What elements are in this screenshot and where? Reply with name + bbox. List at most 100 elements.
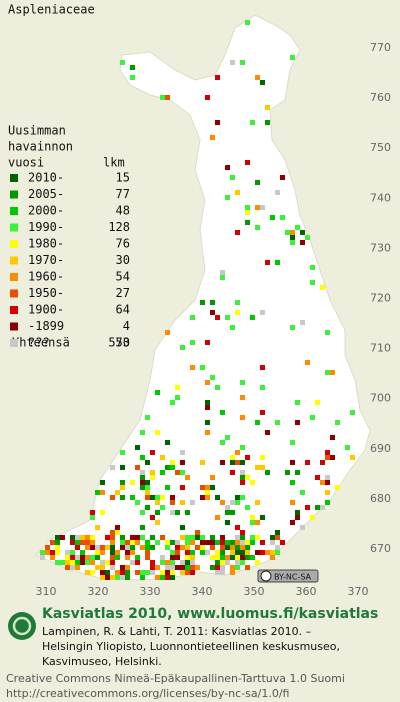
observation-cell [255, 560, 260, 565]
observation-cell [230, 325, 235, 330]
observation-cell [290, 500, 295, 505]
observation-cell [300, 490, 305, 495]
observation-cell [210, 540, 215, 545]
observation-cell [100, 490, 105, 495]
observation-cell [230, 540, 235, 545]
legend-swatch [10, 322, 18, 331]
observation-cell [275, 260, 280, 265]
legend-label: 1990- [28, 220, 64, 234]
observation-cell [195, 535, 200, 540]
observation-cell [235, 495, 240, 500]
observation-cell [75, 555, 80, 560]
y-coordinate-label: 680 [370, 492, 391, 505]
x-coordinate-label: 320 [88, 585, 109, 598]
observation-cell [335, 485, 340, 490]
observation-cell [50, 540, 55, 545]
observation-cell [225, 195, 230, 200]
observation-cell [165, 440, 170, 445]
observation-cell [290, 520, 295, 525]
observation-cell [325, 330, 330, 335]
observation-cell [225, 545, 230, 550]
observation-cell [215, 120, 220, 125]
observation-cell [200, 365, 205, 370]
observation-cell [180, 460, 185, 465]
observation-cell [220, 545, 225, 550]
observation-cell [75, 535, 80, 540]
observation-cell [175, 540, 180, 545]
observation-cell [230, 555, 235, 560]
observation-cell [260, 205, 265, 210]
observation-cell [150, 515, 155, 520]
observation-cell [95, 490, 100, 495]
y-coordinate-label: 740 [370, 191, 391, 204]
observation-cell [155, 495, 160, 500]
observation-cell [325, 450, 330, 455]
observation-cell [190, 570, 195, 575]
observation-cell [240, 555, 245, 560]
observation-cell [90, 535, 95, 540]
legend-count: 4 [123, 319, 130, 333]
observation-cell [140, 575, 145, 580]
observation-cell [325, 370, 330, 375]
observation-cell [185, 565, 190, 570]
observation-cell [245, 550, 250, 555]
y-coordinate-label: 690 [370, 442, 391, 455]
y-coordinate-label: 710 [370, 342, 391, 355]
observation-cell [250, 315, 255, 320]
observation-cell [255, 520, 260, 525]
observation-cell [170, 560, 175, 565]
observation-cell [80, 535, 85, 540]
observation-cell [140, 430, 145, 435]
observation-cell [105, 575, 110, 580]
observation-cell [165, 540, 170, 545]
observation-cell [290, 460, 295, 465]
observation-cell [215, 550, 220, 555]
observation-cell [175, 565, 180, 570]
observation-cell [120, 575, 125, 580]
legend-swatch [10, 240, 18, 248]
observation-cell [295, 420, 300, 425]
observation-cell [325, 475, 330, 480]
observation-cell [170, 510, 175, 515]
observation-cell [65, 565, 70, 570]
legend-label: -1899 [28, 319, 64, 333]
y-coordinate-label: 700 [370, 392, 391, 405]
observation-cell [275, 420, 280, 425]
observation-cell [150, 535, 155, 540]
observation-cell [120, 535, 125, 540]
observation-cell [270, 540, 275, 545]
observation-cell [160, 95, 165, 100]
observation-cell [70, 550, 75, 555]
observation-cell [195, 545, 200, 550]
observation-cell [165, 95, 170, 100]
observation-cell [55, 550, 60, 555]
observation-cell [230, 510, 235, 515]
observation-cell [65, 550, 70, 555]
observation-cell [330, 455, 335, 460]
legend-total-count: 573 [108, 336, 130, 350]
observation-cell [85, 555, 90, 560]
legend-count: 64 [116, 303, 130, 317]
observation-cell [180, 570, 185, 575]
observation-cell [225, 435, 230, 440]
observation-cell [100, 565, 105, 570]
observation-cell [125, 555, 130, 560]
observation-cell [235, 310, 240, 315]
observation-cell [245, 545, 250, 550]
observation-cell [155, 565, 160, 570]
observation-cell [260, 365, 265, 370]
observation-cell [290, 240, 295, 245]
observation-cell [270, 215, 275, 220]
observation-cell [240, 460, 245, 465]
observation-cell [310, 415, 315, 420]
observation-cell [190, 550, 195, 555]
observation-cell [70, 555, 75, 560]
observation-cell [65, 560, 70, 565]
observation-cell [120, 60, 125, 65]
observation-cell [155, 510, 160, 515]
observation-cell [135, 560, 140, 565]
observation-cell [235, 500, 240, 505]
observation-cell [165, 330, 170, 335]
observation-cell [220, 570, 225, 575]
observation-cell [245, 540, 250, 545]
